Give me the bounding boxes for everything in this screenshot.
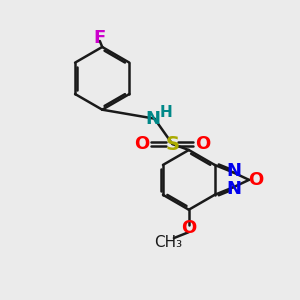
Text: O: O	[248, 171, 263, 189]
Text: N: N	[226, 180, 241, 198]
Text: O: O	[196, 135, 211, 153]
Text: O: O	[134, 135, 149, 153]
Text: O: O	[181, 219, 196, 237]
Text: CH₃: CH₃	[154, 235, 182, 250]
Text: N: N	[146, 110, 160, 128]
Text: N: N	[226, 162, 241, 180]
Text: S: S	[165, 134, 179, 154]
Text: H: H	[160, 105, 172, 120]
Text: F: F	[94, 29, 106, 47]
